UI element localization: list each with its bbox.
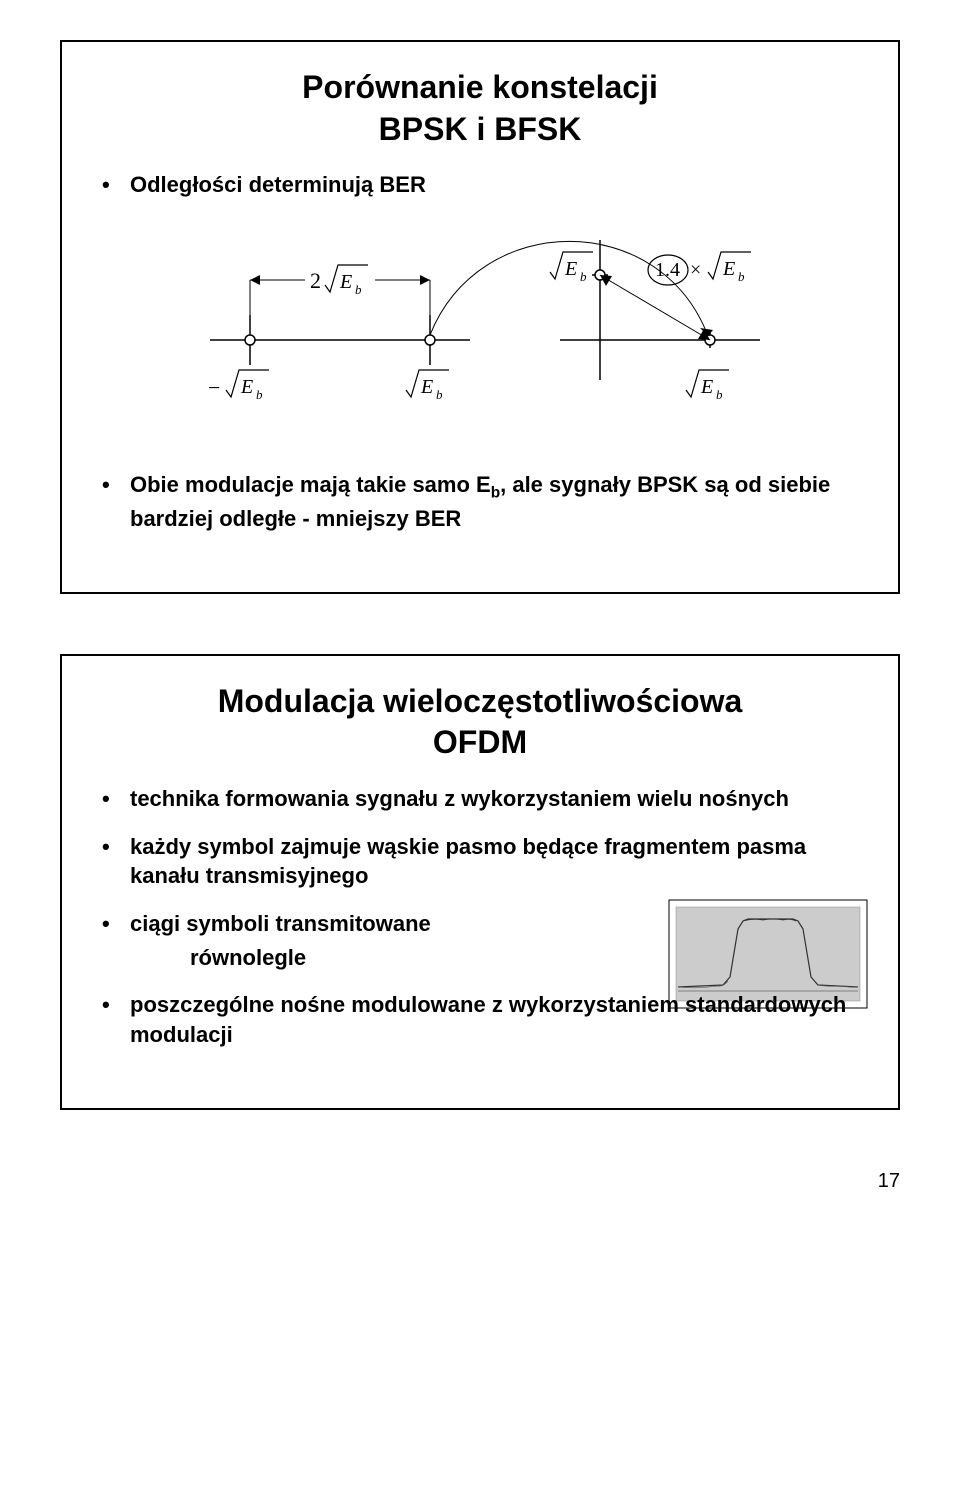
svg-text:−: − bbox=[208, 375, 220, 400]
slide-constellation-comparison: Porównanie konstelacji BPSK i BFSK Odleg… bbox=[60, 40, 900, 594]
slide2-bullet-1: technika formowania sygnału z wykorzysta… bbox=[102, 784, 858, 814]
svg-text:b: b bbox=[256, 387, 263, 402]
slide2-title-line2: OFDM bbox=[433, 724, 527, 760]
svg-text:b: b bbox=[436, 387, 443, 402]
svg-text:b: b bbox=[716, 387, 723, 402]
svg-text:×: × bbox=[690, 259, 701, 281]
svg-text:E: E bbox=[420, 376, 433, 398]
svg-text:E: E bbox=[240, 376, 253, 398]
svg-text:E: E bbox=[700, 376, 713, 398]
svg-text:b: b bbox=[738, 269, 745, 284]
slide2-bullet3-text: ciągi symboli transmitowane bbox=[130, 911, 431, 936]
slide1-bullet2-prefix: Obie modulacje mają takie samo E bbox=[130, 472, 491, 497]
constellation-diagram: 2 E b − E b E b 1.4 × E b E b bbox=[130, 220, 830, 440]
svg-text:E: E bbox=[339, 271, 352, 293]
slide1-bullet2-sub: b bbox=[491, 484, 500, 501]
slide1-title-line1: Porównanie konstelacji bbox=[302, 69, 658, 105]
svg-text:E: E bbox=[564, 258, 577, 280]
slide2-bullet-4: poszczególne nośne modulowane z wykorzys… bbox=[102, 990, 858, 1049]
page-number: 17 bbox=[60, 1170, 900, 1193]
slide2-bullets: technika formowania sygnału z wykorzysta… bbox=[102, 784, 858, 1050]
slide-ofdm: Modulacja wieloczęstotliwościowa OFDM te… bbox=[60, 654, 900, 1110]
slide2-bullet-3: ciągi symboli transmitowane równolegle bbox=[102, 909, 858, 972]
slide2-bullet-2: każdy symbol zajmuje wąskie pasmo będące… bbox=[102, 832, 858, 891]
slide1-title-line2: BPSK i BFSK bbox=[379, 111, 582, 147]
slide1-bullets-2: Obie modulacje mają takie samo Eb, ale s… bbox=[102, 470, 858, 534]
slide1-title: Porównanie konstelacji BPSK i BFSK bbox=[102, 67, 858, 150]
slide2-title-line1: Modulacja wieloczęstotliwościowa bbox=[218, 683, 743, 719]
slide2-title: Modulacja wieloczęstotliwościowa OFDM bbox=[102, 681, 858, 764]
svg-text:b: b bbox=[580, 269, 587, 284]
svg-text:b: b bbox=[355, 282, 362, 297]
svg-text:1.4: 1.4 bbox=[655, 259, 680, 281]
svg-text:E: E bbox=[722, 258, 735, 280]
slide1-bullet-1: Odległości determinują BER bbox=[102, 170, 858, 200]
slide1-bullet-2: Obie modulacje mają takie samo Eb, ale s… bbox=[102, 470, 858, 534]
svg-text:2: 2 bbox=[310, 268, 321, 293]
slide1-bullets: Odległości determinują BER bbox=[102, 170, 858, 200]
